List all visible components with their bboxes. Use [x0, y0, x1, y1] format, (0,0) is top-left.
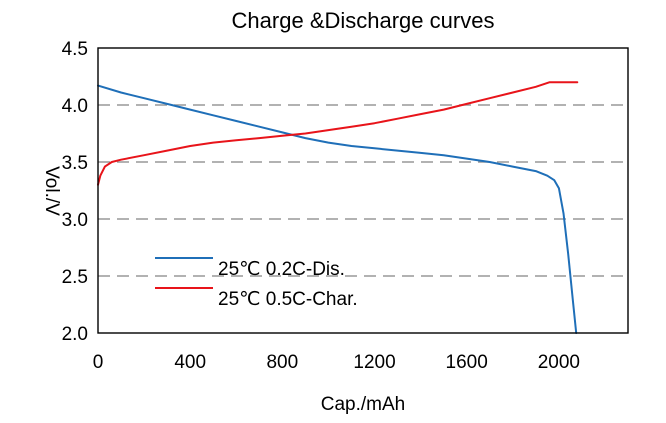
- legend-label-0: 25℃ 0.2C-Dis.: [218, 259, 345, 280]
- grid-lines: [98, 104, 628, 277]
- x-tick-label: 400: [174, 352, 206, 373]
- series-lines: [97, 81, 579, 334]
- x-tick-label: 2000: [538, 352, 580, 373]
- series-line-0: [97, 84, 578, 334]
- x-tick-label: 1200: [353, 352, 395, 373]
- chart-title: Charge &Discharge curves: [232, 8, 495, 33]
- y-tick-label: 2.5: [62, 267, 88, 288]
- legend-label-1: 25℃ 0.5C-Char.: [218, 289, 358, 310]
- plot-area-frame: [97, 47, 629, 334]
- series-line-1: [97, 81, 579, 186]
- y-tick-label: 3.5: [62, 153, 88, 174]
- x-tick-label: 0: [93, 352, 104, 373]
- x-axis-label: Cap./mAh: [321, 394, 405, 415]
- y-tick-label: 3.0: [62, 210, 88, 231]
- y-tick-label: 2.0: [62, 324, 88, 345]
- x-tick-label: 800: [266, 352, 298, 373]
- y-tick-label: 4.0: [62, 96, 88, 117]
- axis-ticks: 2.0 2.5 3.0 3.5 4.0 4.5 0 400 800 1200 1600 2000: [62, 39, 580, 373]
- legend: 25℃ 0.2C-Dis. 25℃ 0.5C-Char.: [155, 257, 358, 310]
- y-tick-label: 4.5: [62, 39, 88, 60]
- x-tick-label: 1600: [446, 352, 488, 373]
- y-axis-label: Vol./V: [41, 166, 62, 216]
